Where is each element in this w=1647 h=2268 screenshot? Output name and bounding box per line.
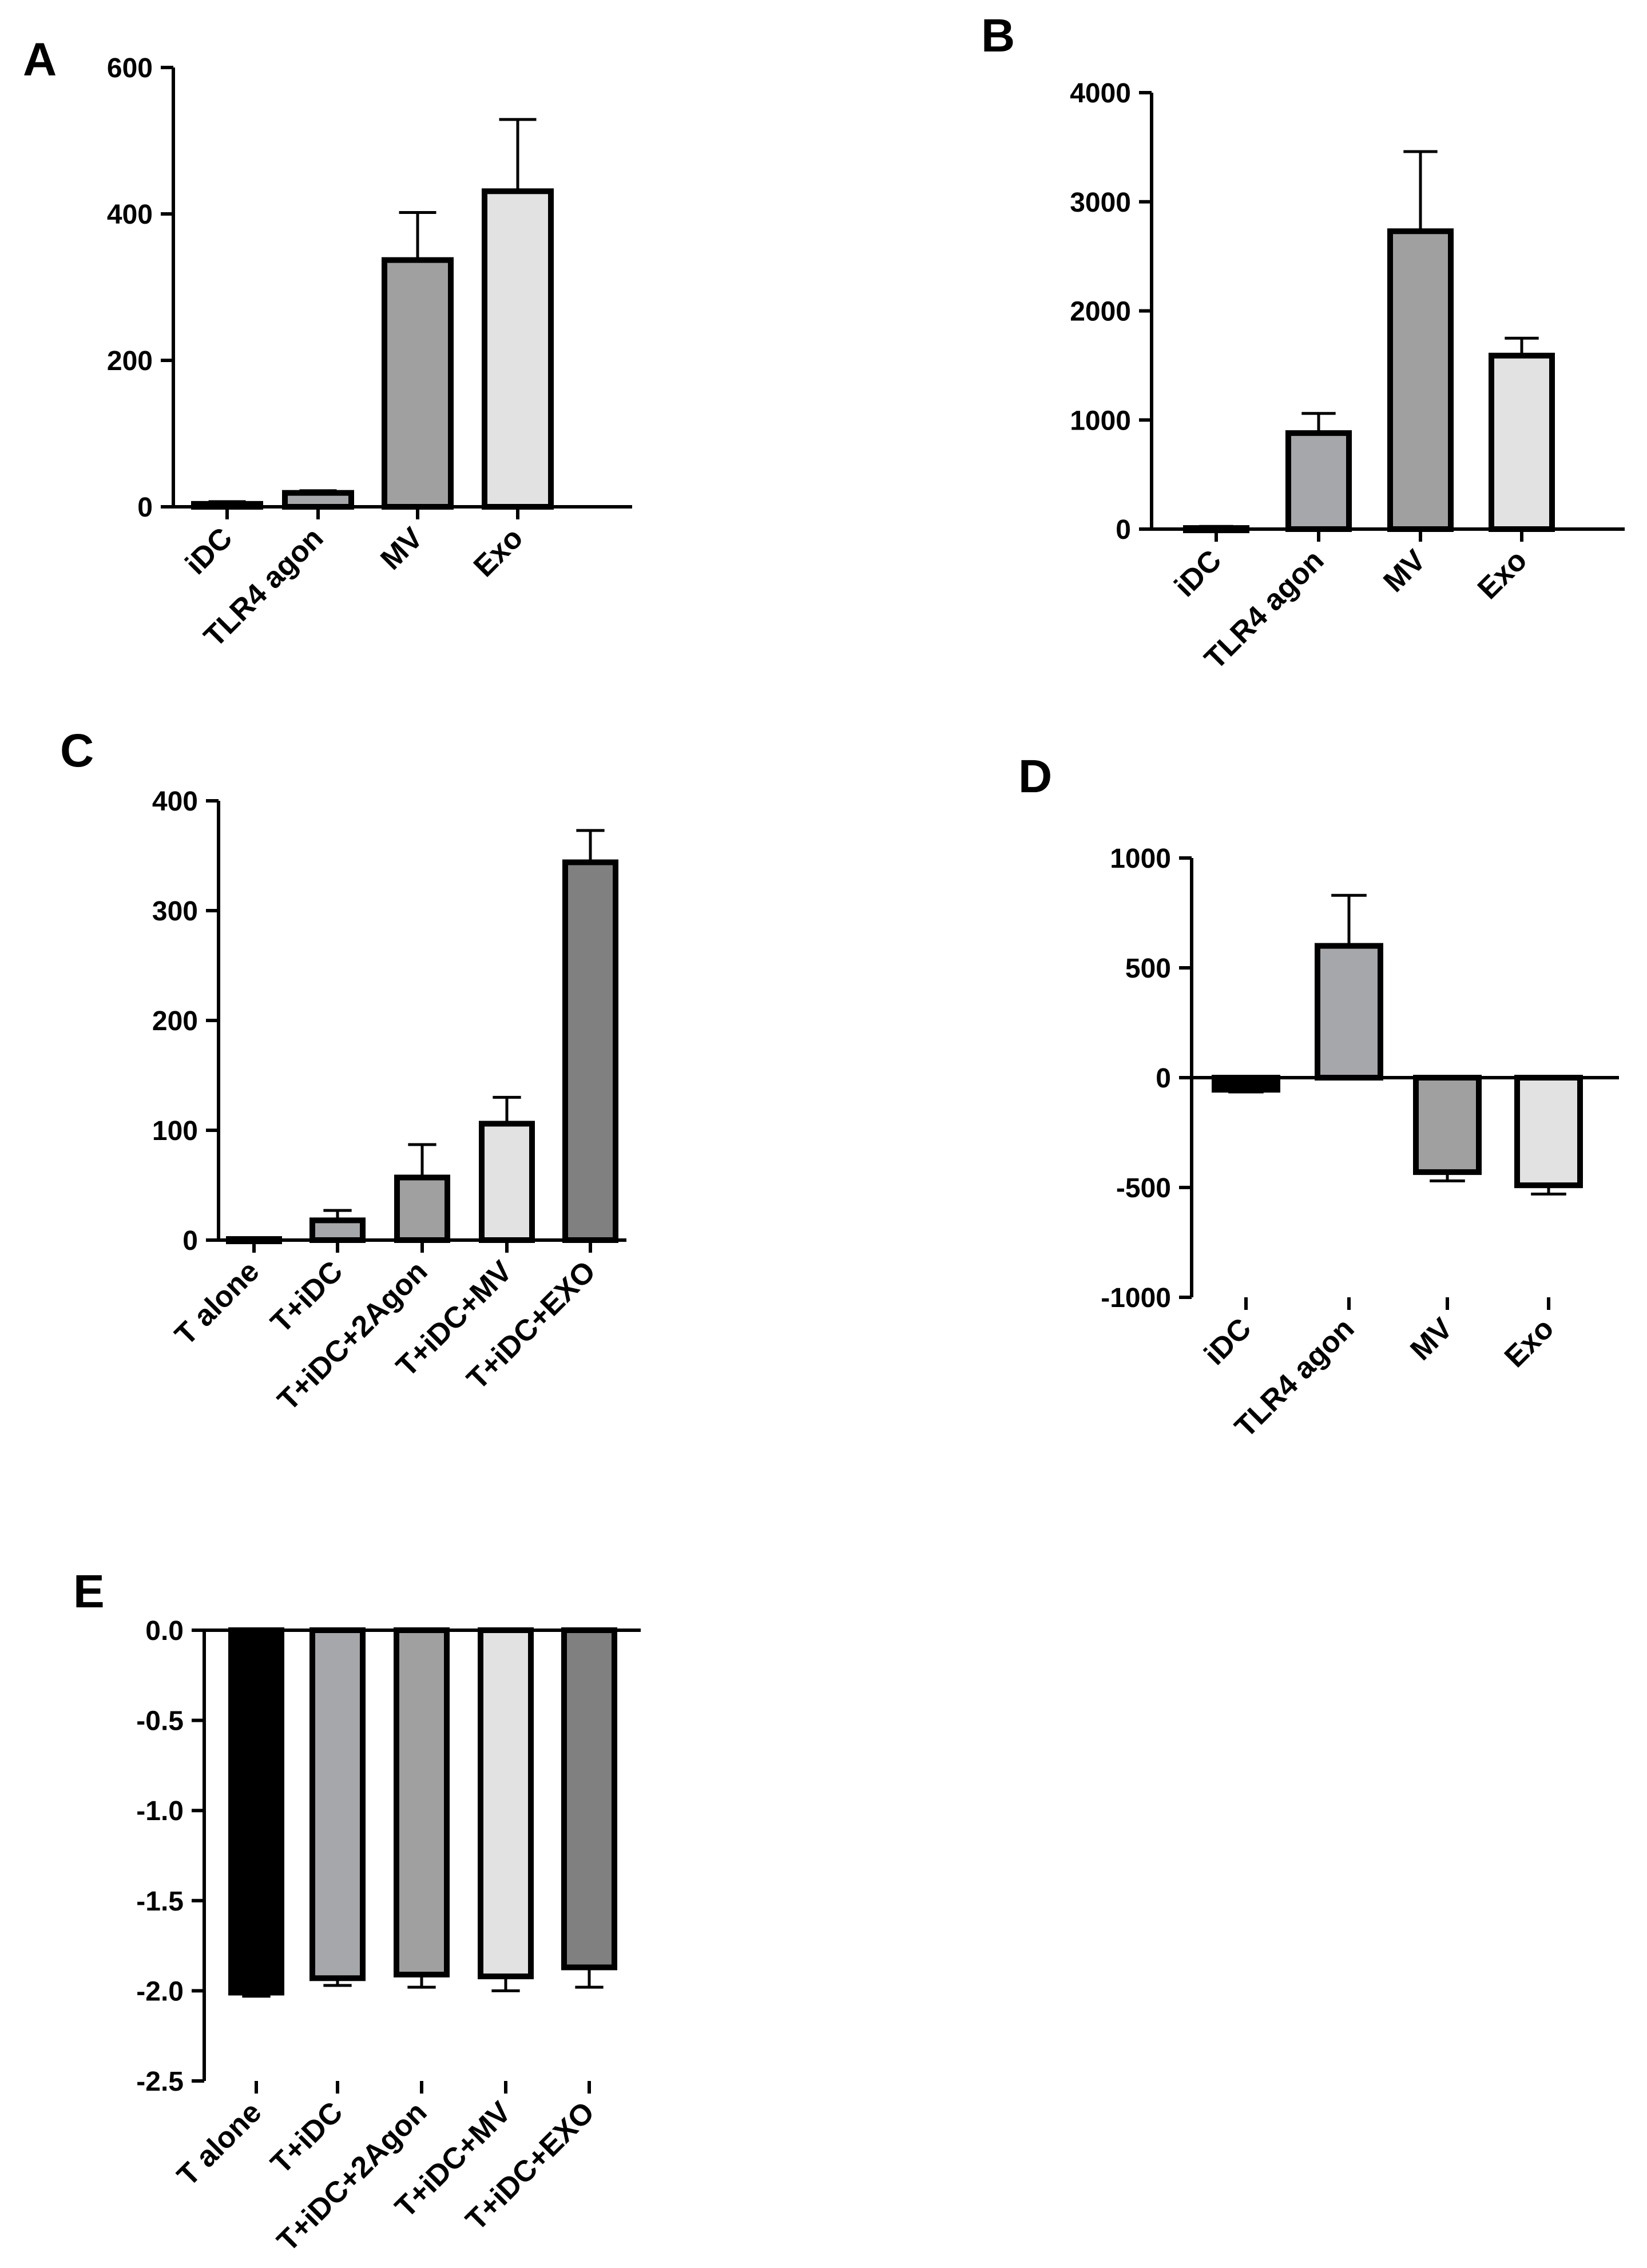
y-tick-label: -1000 (1101, 1283, 1171, 1313)
y-tick-label: -2.0 (136, 1976, 184, 2007)
error-bar-4 (499, 118, 537, 192)
x-tick-label: T+iDC (264, 2095, 349, 2180)
y-tick-label: 3000 (1070, 188, 1131, 218)
y-tick-label: 400 (152, 787, 198, 817)
error-bar-3 (408, 1143, 436, 1178)
panel-label: A (23, 34, 57, 86)
y-tick-label: -0.5 (136, 1706, 184, 1737)
bar-3 (382, 257, 454, 510)
x-tick-label: T alone (171, 2095, 268, 2192)
error-bar-1 (208, 500, 246, 504)
error-bar-4 (491, 1976, 520, 1992)
error-bar-2 (1301, 412, 1336, 434)
y-tick-label: 2000 (1070, 297, 1131, 327)
bar-2 (1285, 430, 1352, 533)
x-tick-label: Exo (1498, 1312, 1560, 1373)
panel-label: D (1018, 750, 1052, 803)
bar-2 (1315, 943, 1383, 1081)
y-tick-label: -500 (1116, 1173, 1171, 1203)
y-tick-label: 500 (1125, 954, 1171, 984)
bar-4 (479, 1121, 535, 1243)
bar-3 (394, 1627, 450, 1978)
bar-4 (478, 1627, 534, 1980)
y-tick-label: 0 (137, 492, 153, 523)
y-tick-label: 400 (107, 200, 153, 230)
x-tick-label: Exo (1471, 543, 1533, 605)
x-tick-label: iDC (1198, 1312, 1257, 1371)
bar-5 (562, 859, 618, 1243)
error-bar-3 (399, 210, 436, 260)
panel-label: B (981, 10, 1015, 62)
y-tick-label: 600 (107, 53, 153, 84)
y-tick-label: 300 (152, 896, 198, 927)
error-bar-2 (323, 1209, 352, 1221)
y-tick-label: -2.5 (136, 2067, 184, 2097)
y-tick-label: 1000 (1110, 844, 1171, 874)
x-tick-label: T+iDC (264, 1254, 349, 1339)
y-tick-label: 100 (152, 1116, 198, 1146)
error-bar-5 (575, 1967, 604, 1989)
y-tick-label: 0 (1116, 515, 1131, 545)
x-tick-label: Exo (467, 521, 529, 583)
error-bar-2 (1331, 893, 1367, 946)
error-bar-1 (242, 1992, 271, 1998)
error-bar-2 (323, 1978, 352, 1987)
bar-1 (228, 1627, 284, 1996)
error-bar-5 (576, 829, 605, 863)
x-tick-label: MV (1404, 1312, 1459, 1367)
error-bar-4 (1505, 336, 1539, 356)
x-tick-label: T+iDC+2Agon (271, 1254, 434, 1417)
panel-e: E -2.5 -2.0 -1.5 -1.0 -0.5 0.0 T aloneT+iDCT+iD… (73, 1566, 641, 2258)
error-bar-2 (299, 489, 337, 493)
x-tick-label: MV (1377, 543, 1432, 598)
error-bar-3 (1403, 150, 1438, 232)
bar-1 (1212, 1075, 1280, 1093)
y-tick-label: 1000 (1070, 406, 1131, 436)
y-tick-label: 200 (107, 346, 153, 376)
error-bar-1 (1228, 1090, 1264, 1094)
y-tick-label: 0.0 (145, 1616, 184, 1646)
y-tick-label: 0 (182, 1226, 198, 1256)
y-tick-label: -1.0 (136, 1796, 184, 1826)
error-bar-4 (1531, 1185, 1566, 1196)
bar-3 (394, 1174, 450, 1244)
bar-2 (282, 490, 354, 510)
x-tick-label: MV (374, 521, 429, 576)
error-bar-3 (407, 1975, 436, 1989)
y-tick-label: 4000 (1070, 78, 1131, 109)
error-bar-3 (1430, 1172, 1465, 1182)
x-tick-label: iDC (1168, 543, 1228, 603)
bar-2 (309, 1217, 366, 1243)
bar-3 (1413, 1075, 1482, 1175)
bar-3 (1387, 228, 1454, 532)
y-tick-label: -1.5 (136, 1886, 184, 1917)
panel-label: E (73, 1566, 105, 1618)
bar-5 (561, 1627, 617, 1971)
y-tick-label: 200 (152, 1006, 198, 1036)
panel-label: C (60, 725, 94, 777)
bar-2 (309, 1627, 366, 1981)
bar-4 (1514, 1075, 1583, 1189)
x-tick-label: T+iDC+2Agon (271, 2095, 433, 2258)
error-bar-4 (493, 1095, 521, 1124)
bar-4 (1489, 352, 1555, 533)
bar-4 (482, 188, 554, 510)
x-tick-label: iDC (179, 521, 239, 581)
y-tick-label: 0 (1156, 1063, 1171, 1094)
x-tick-label: T alone (169, 1254, 266, 1352)
